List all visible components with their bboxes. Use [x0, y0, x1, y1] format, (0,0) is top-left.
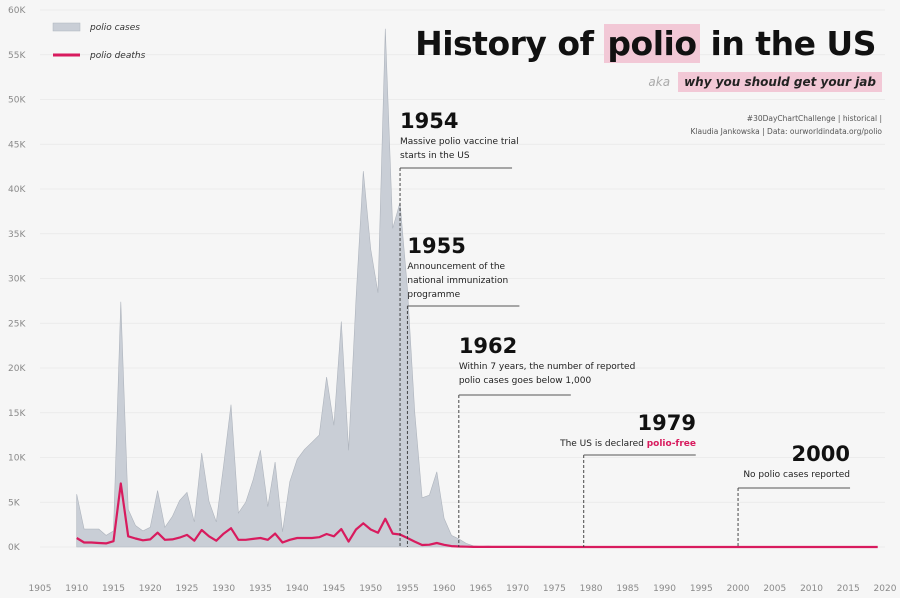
- y-tick-label: 5K: [8, 498, 21, 508]
- y-tick-label: 15K: [8, 409, 26, 419]
- credits-line-1: #30DayChartChallenge | historical |: [746, 114, 882, 123]
- y-tick-label: 10K: [8, 454, 26, 464]
- annotation-year-1954: 1954: [400, 109, 458, 133]
- x-tick-label: 1980: [580, 584, 603, 594]
- annotation-text-1962: Within 7 years, the number of reported: [459, 362, 635, 372]
- x-tick-label: 1915: [102, 584, 125, 594]
- title-pre: History of: [415, 24, 605, 63]
- legend-swatch-cases: [52, 22, 81, 32]
- annotation-text-1954: Massive polio vaccine trial: [400, 137, 519, 147]
- y-tick-label: 45K: [8, 140, 26, 150]
- annotation-year-1962: 1962: [459, 334, 517, 358]
- y-tick-label: 20K: [8, 364, 26, 374]
- annotation-text-1979: The US is declared polio-free: [559, 439, 696, 449]
- annotation-text-part: The US is declared: [559, 439, 647, 449]
- annotation-text-1962: polio cases goes below 1,000: [459, 376, 592, 386]
- annotations: 1954 Massive polio vaccine trial starts in…: [399, 109, 851, 547]
- title-highlight: polio: [604, 24, 700, 63]
- x-tick-label: 1970: [506, 584, 529, 594]
- x-tick-label: 1965: [469, 584, 492, 594]
- subtitle: aka why you should get your jab: [648, 71, 882, 92]
- legend: polio cases polio deaths: [52, 22, 146, 61]
- x-tick-label: 1920: [139, 584, 162, 594]
- y-tick-label: 40K: [8, 185, 26, 195]
- annotation-text-1954: starts in the US: [400, 151, 470, 161]
- annotation-year-1979: 1979: [638, 411, 696, 435]
- y-tick-label: 60K: [8, 6, 26, 16]
- title-post: in the US: [699, 24, 877, 63]
- y-gridlines: [40, 9, 885, 548]
- x-tick-label: 1935: [249, 584, 272, 594]
- x-tick-label: 2005: [763, 584, 786, 594]
- legend-label-cases: polio cases: [89, 23, 140, 33]
- x-tick-label: 1995: [690, 584, 713, 594]
- y-tick-label: 30K: [8, 275, 26, 285]
- annotation-text-1955: Announcement of the: [407, 262, 505, 272]
- annotation-text-1955: national immunization: [407, 276, 508, 286]
- data-series: [76, 28, 878, 549]
- y-tick-label: 25K: [8, 319, 26, 329]
- polio-deaths-line: [76, 482, 878, 549]
- x-tick-label: 1985: [616, 584, 639, 594]
- annotation-year-1955: 1955: [407, 234, 465, 258]
- y-tick-label: 0K: [8, 543, 21, 553]
- x-tick-label: 2000: [727, 584, 750, 594]
- y-tick-label: 55K: [8, 51, 26, 61]
- x-tick-label: 2010: [800, 584, 823, 594]
- credits-line-2: Klaudia Jankowska | Data: ourworldindata…: [690, 127, 883, 136]
- annotation-year-2000: 2000: [792, 442, 850, 466]
- annotation-text-highlight: polio-free: [647, 439, 696, 449]
- x-tick-label: 2015: [837, 584, 860, 594]
- x-tick-label: 1945: [322, 584, 345, 594]
- subtitle-text: why you should get your jab: [678, 72, 882, 92]
- x-tick-label: 1975: [543, 584, 566, 594]
- y-axis-ticks: 0K 5K 10K 15K 20K 25K 30K 35K 40K 45K 50K 55K 60K: [8, 6, 26, 553]
- legend-label-deaths: polio deaths: [89, 51, 146, 61]
- x-tick-label: 1990: [653, 584, 676, 594]
- annotation-text-2000: No polio cases reported: [743, 470, 850, 480]
- x-tick-label: 1950: [359, 584, 382, 594]
- x-tick-label: 1960: [433, 584, 456, 594]
- y-tick-label: 50K: [8, 96, 26, 106]
- x-tick-label: 1910: [65, 584, 88, 594]
- y-tick-label: 35K: [8, 230, 26, 240]
- annotation-text-1955: programme: [407, 290, 460, 300]
- x-tick-label: 1930: [212, 584, 235, 594]
- x-tick-label: 1905: [29, 584, 52, 594]
- x-axis-ticks: 1905 1910 1915 1920 1925 1930 1935 1940 1945 1950…: [29, 584, 897, 594]
- page-title: History of polio in the US: [415, 24, 877, 63]
- credits: #30DayChartChallenge | historical | Klau…: [691, 112, 883, 138]
- x-tick-label: 1955: [396, 584, 419, 594]
- x-tick-label: 1925: [176, 584, 199, 594]
- aka-label: aka: [648, 75, 671, 89]
- x-tick-label: 2020: [874, 584, 897, 594]
- x-tick-label: 1940: [286, 584, 309, 594]
